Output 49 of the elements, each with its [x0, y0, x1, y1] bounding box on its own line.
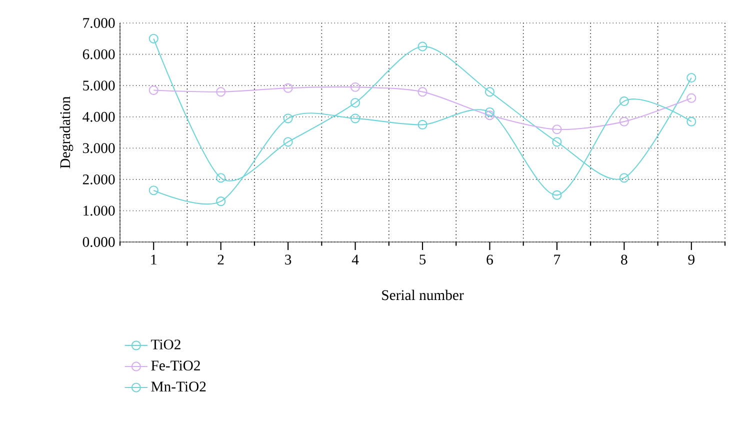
x-tick-label: 5 [420, 254, 426, 264]
point [619, 173, 629, 183]
point [686, 72, 696, 83]
point [418, 87, 428, 97]
point [148, 34, 158, 44]
legend-label: Fe-TiO2 [151, 360, 200, 370]
y-tick-label: 6.000 [82, 49, 115, 60]
point [418, 120, 428, 130]
point [552, 124, 562, 134]
point [283, 137, 293, 147]
x-tick-label: 2 [218, 254, 224, 264]
y-tick-label: 7.000 [83, 18, 115, 28]
point [552, 190, 562, 200]
x-tick-label: 1 [151, 254, 156, 264]
point [350, 98, 360, 108]
point [283, 83, 293, 93]
point [350, 114, 360, 124]
x-tick-label: 4 [352, 254, 359, 264]
point [350, 82, 360, 92]
point [148, 85, 158, 96]
point [283, 114, 293, 124]
y-axis-title: Degradation [60, 96, 74, 168]
x-tick-label: 7 [554, 254, 560, 264]
point [686, 116, 696, 126]
point [216, 173, 226, 183]
x-axis-title: Serial number [382, 290, 464, 300]
point [619, 96, 629, 106]
y-tick-label: 0.000 [82, 237, 115, 247]
point [686, 93, 696, 103]
x-tick-label: 6 [486, 254, 493, 265]
point [484, 87, 495, 97]
point [216, 196, 226, 206]
point [619, 116, 629, 126]
point [484, 110, 495, 120]
point [216, 87, 226, 97]
x-tick-label: 8 [621, 254, 628, 265]
y-tick-label: 5.000 [83, 80, 115, 91]
y-tick-label: 2.000 [82, 174, 115, 184]
point [148, 186, 158, 196]
y-tick-label: 4.000 [82, 112, 115, 122]
x-tick-label: 3 [285, 254, 292, 265]
y-tick-label: 3.000 [83, 143, 115, 154]
y-tick-label: 1.000 [84, 206, 115, 216]
point [418, 42, 428, 52]
x-tick-label: 9 [688, 254, 694, 265]
legend-label: TiO2 [151, 340, 180, 350]
legend-label: Mn-TiO2 [151, 382, 206, 392]
point [484, 107, 495, 117]
point [552, 137, 562, 147]
